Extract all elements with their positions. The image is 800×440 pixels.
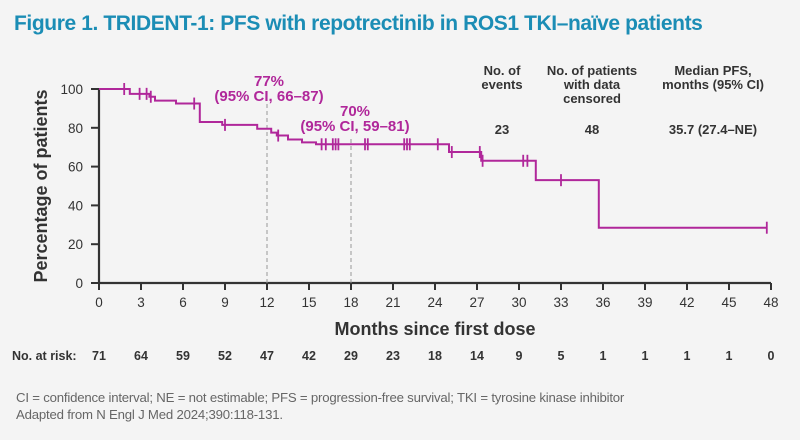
y-tick-label: 20: [68, 237, 83, 252]
x-tick-label: 48: [763, 295, 778, 310]
figure-title: Figure 1. TRIDENT-1: PFS with repotrecti…: [14, 12, 703, 35]
x-tick-label: 39: [637, 295, 652, 310]
x-tick-label: 3: [137, 295, 145, 310]
x-tick-label: 33: [553, 295, 568, 310]
summary-value: 48: [585, 122, 599, 137]
summary-header: with data: [563, 77, 621, 92]
at-risk-value: 47: [260, 349, 274, 363]
summary-header: Median PFS,: [674, 63, 751, 78]
x-tick-label: 42: [679, 295, 694, 310]
y-tick-label: 60: [68, 160, 83, 175]
x-axis-title: Months since first dose: [334, 319, 535, 339]
at-risk-value: 64: [134, 349, 148, 363]
x-tick-label: 12: [259, 295, 274, 310]
x-tick-label: 15: [301, 295, 316, 310]
at-risk-value: 1: [726, 349, 733, 363]
at-risk-value: 59: [176, 349, 190, 363]
x-tick-label: 0: [95, 295, 103, 310]
chart-labels: 77%(95% CI, 66–87) 70%(95% CI, 59–81): [214, 73, 409, 135]
summary-value: 35.7 (27.4–NE): [669, 122, 757, 137]
km-curve: [99, 83, 768, 234]
y-axis-title: Percentage of patients: [31, 89, 51, 282]
summary-header: events: [481, 77, 522, 92]
at-risk-value: 1: [684, 349, 691, 363]
landmark-ci: (95% CI, 66–87): [214, 88, 323, 105]
y-tick-label: 80: [68, 121, 83, 136]
at-risk-value: 0: [768, 349, 775, 363]
axes: 0 3 6 9 12 15 18 21 24 27 30 33 36 39 42 45 480204060801…: [31, 82, 779, 339]
y-tick-label: 40: [68, 198, 83, 213]
x-tick-label: 24: [427, 295, 443, 310]
at-risk-value: 1: [600, 349, 607, 363]
x-tick-label: 30: [511, 295, 526, 310]
summary-header: censored: [563, 91, 621, 106]
km-chart: 0 3 6 9 12 15 18 21 24 27 30 33 36 39 42 45 480204060801…: [12, 63, 779, 363]
x-tick-label: 6: [179, 295, 187, 310]
footnotes: CI = confidence interval; NE = not estim…: [16, 389, 624, 423]
summary-header: No. of patients: [547, 63, 637, 78]
at-risk-label: No. at risk:: [12, 349, 77, 363]
y-tick-label: 0: [75, 276, 83, 291]
summary-header: No. of: [484, 63, 521, 78]
x-tick-label: 45: [721, 295, 736, 310]
x-tick-label: 36: [595, 295, 610, 310]
landmark-ci: (95% CI, 59–81): [300, 118, 409, 135]
landmark-estimate: 77%: [254, 73, 284, 90]
x-tick-label: 9: [221, 295, 229, 310]
summary-header: months (95% CI): [662, 77, 764, 92]
at-risk-value: 29: [344, 349, 358, 363]
at-risk-value: 5: [558, 349, 565, 363]
at-risk-value: 42: [302, 349, 316, 363]
x-tick-label: 21: [385, 295, 400, 310]
footnote-abbreviations: CI = confidence interval; NE = not estim…: [16, 390, 625, 405]
footnote-source: Adapted from N Engl J Med 2024;390:118-1…: [16, 407, 283, 422]
at-risk-value: 9: [516, 349, 523, 363]
at-risk-row: No. at risk: 71 64 59 52 47 42 29 23 18 14 9 5 1 1 1 1 0: [12, 349, 775, 363]
at-risk-value: 23: [386, 349, 400, 363]
reference-lines: [266, 103, 352, 283]
summary-value: 23: [495, 122, 509, 137]
at-risk-value: 71: [92, 349, 106, 363]
x-tick-label: 27: [469, 295, 484, 310]
landmark-estimate: 70%: [340, 103, 370, 120]
km-curve-line: [99, 88, 767, 229]
at-risk-value: 14: [470, 349, 484, 363]
at-risk-value: 18: [428, 349, 442, 363]
at-risk-value: 52: [218, 349, 232, 363]
x-tick-label: 18: [343, 295, 358, 310]
y-tick-label: 100: [60, 82, 83, 97]
at-risk-value: 1: [642, 349, 649, 363]
